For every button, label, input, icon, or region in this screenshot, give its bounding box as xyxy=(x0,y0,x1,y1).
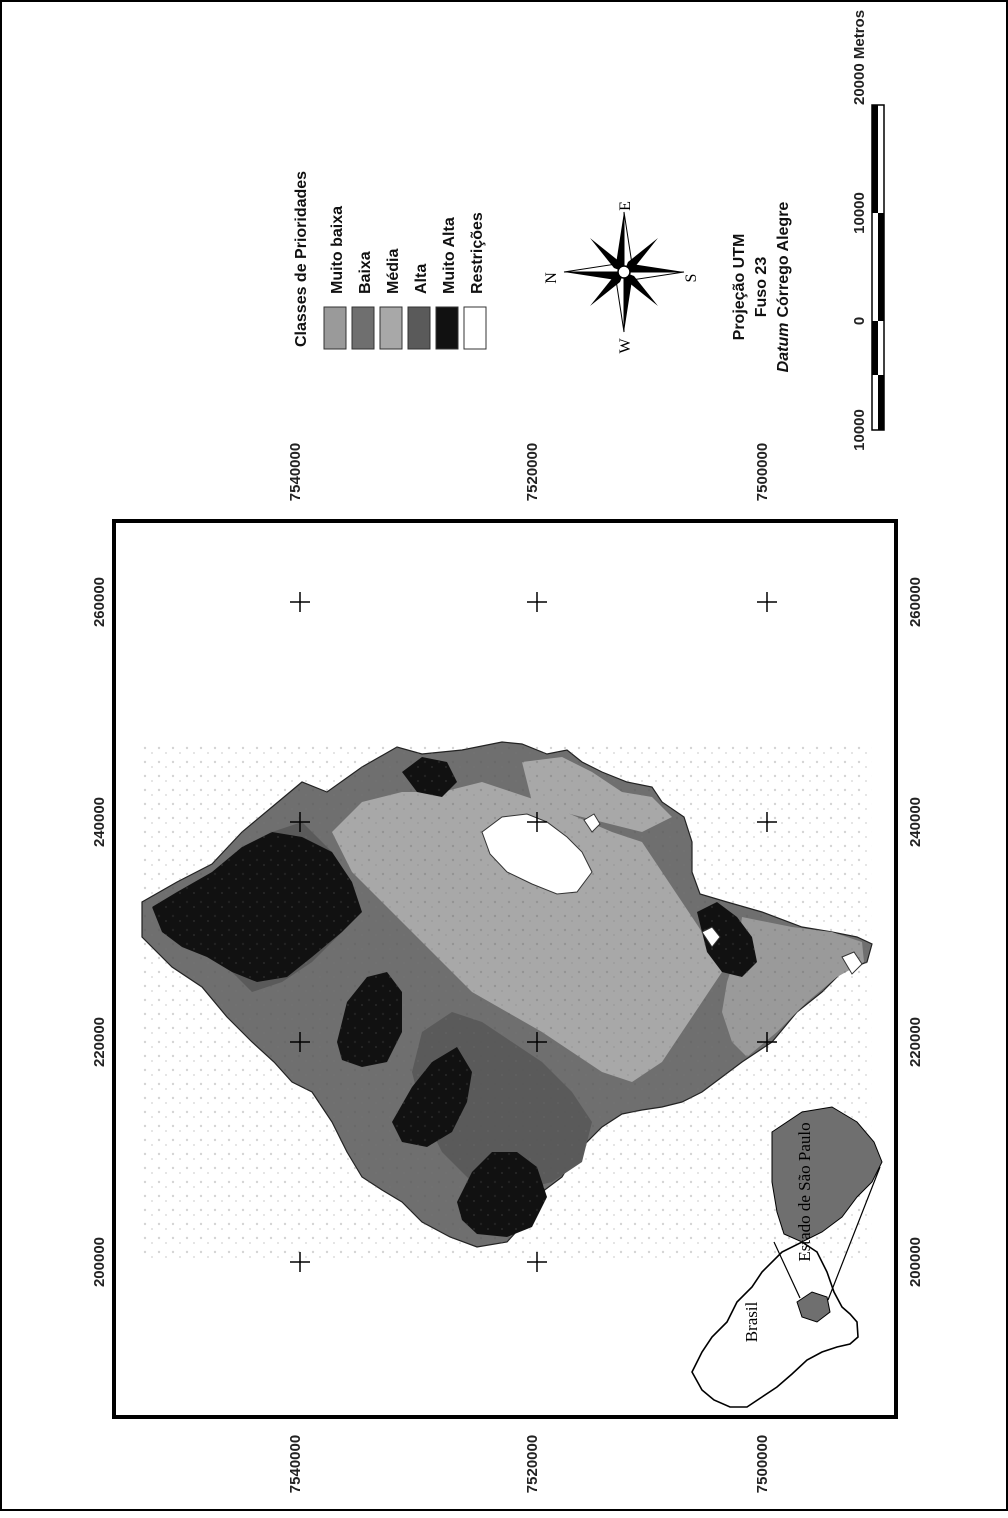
compass-n-label: N xyxy=(543,272,560,284)
northing-bottom-7540000: 7540000 xyxy=(287,1435,304,1493)
northing-ticks-bottom: 7540000 7520000 7500000 xyxy=(287,1435,771,1493)
easting-right-220000: 220000 xyxy=(907,1017,924,1067)
legend-swatch-restricoes xyxy=(463,306,487,350)
legend-label-restricoes: Restrições xyxy=(469,212,486,294)
grid-cross xyxy=(527,1032,547,1052)
legend-title: Classes de Prioridades xyxy=(293,171,310,347)
northing-bottom-7520000: 7520000 xyxy=(524,1435,541,1493)
legend-label-muito-baixa: Muito baixa xyxy=(329,206,346,294)
legend-item: Média xyxy=(379,249,403,350)
region-restricoes-small-1 xyxy=(701,926,721,948)
northing-top-7500000: 7500000 xyxy=(754,443,771,501)
legend-item: Restrições xyxy=(463,212,487,350)
inset-sao-paulo-state xyxy=(771,1106,883,1243)
scale-bar: 10000 0 10000 20000 Metros xyxy=(851,10,885,451)
legend: Classes de Prioridades Muito baixa Baixa… xyxy=(293,171,487,350)
study-area xyxy=(141,741,873,1262)
grid-cross xyxy=(290,812,310,832)
compass-e-label: E xyxy=(617,201,634,211)
compass-s-label: S xyxy=(683,274,700,283)
easting-left-240000: 240000 xyxy=(91,797,108,847)
datum-word: Datum xyxy=(775,323,792,373)
northing-top-7540000: 7540000 xyxy=(287,443,304,501)
scale-label-20000: 20000 Metros xyxy=(851,10,868,105)
scale-label-0: 0 xyxy=(851,317,868,325)
grid-cross xyxy=(290,592,310,612)
legend-item: Baixa xyxy=(351,251,375,350)
compass-rose: N S E W xyxy=(543,201,700,353)
easting-right-260000: 260000 xyxy=(907,577,924,627)
grid-cross xyxy=(290,1032,310,1052)
legend-item: Muito baixa xyxy=(323,206,347,350)
projection-line1: Projeção UTM xyxy=(731,234,748,341)
inset-zoom-line-1 xyxy=(773,1241,801,1299)
grid-cross xyxy=(757,1032,777,1052)
compass-star-icon xyxy=(563,211,685,333)
legend-swatch-muito-baixa xyxy=(323,306,347,350)
scale-label-10000-right: 10000 xyxy=(851,192,868,234)
grid-crosses xyxy=(290,592,777,1272)
grid-cross xyxy=(527,592,547,612)
region-restricoes xyxy=(481,813,593,895)
inset-brazil-outline xyxy=(691,1241,859,1408)
grid-cross xyxy=(527,812,547,832)
legend-item: Alta xyxy=(407,264,431,350)
northing-top-7520000: 7520000 xyxy=(524,443,541,501)
legend-swatch-baixa xyxy=(351,306,375,350)
easting-ticks-left: 200000 220000 240000 260000 xyxy=(91,577,108,1287)
northing-bottom-7500000: 7500000 xyxy=(754,1435,771,1493)
compass-w-label: W xyxy=(617,338,634,354)
legend-label-baixa: Baixa xyxy=(357,251,374,294)
inset-zoom-line-2 xyxy=(827,1166,881,1301)
projection-info: Projeção UTM Fuso 23 Datum Córrego Alegre xyxy=(731,202,792,373)
legend-item: Muito Alta xyxy=(435,217,459,350)
legend-label-media: Média xyxy=(385,249,402,294)
inset-country-label: Brasil xyxy=(742,1301,761,1342)
inset-map: Brasil Estado de São Paulo xyxy=(691,1106,883,1408)
easting-right-240000: 240000 xyxy=(907,797,924,847)
easting-right-200000: 200000 xyxy=(907,1237,924,1287)
easting-ticks-right: 200000 220000 240000 260000 xyxy=(907,577,924,1287)
grid-cross xyxy=(757,812,777,832)
legend-label-alta: Alta xyxy=(413,264,430,294)
legend-swatch-alta xyxy=(407,306,431,350)
projection-line3: Datum Córrego Alegre xyxy=(775,202,792,373)
inset-sp-in-brazil xyxy=(796,1291,831,1323)
northing-ticks-top: 7540000 7520000 7500000 xyxy=(287,443,771,501)
easting-left-260000: 260000 xyxy=(91,577,108,627)
scale-label-10000-left: 10000 xyxy=(851,409,868,451)
grid-cross xyxy=(527,1252,547,1272)
inset-state-label: Estado de São Paulo xyxy=(795,1122,814,1261)
legend-swatch-media xyxy=(379,306,403,350)
grid-cross xyxy=(757,592,777,612)
region-restricoes-small-2 xyxy=(583,813,601,833)
region-restricoes-small-3 xyxy=(841,951,863,975)
projection-line2: Fuso 23 xyxy=(753,257,770,318)
grid-cross xyxy=(290,1252,310,1272)
easting-left-220000: 220000 xyxy=(91,1017,108,1067)
easting-left-200000: 200000 xyxy=(91,1237,108,1287)
legend-swatch-muito-alta xyxy=(435,306,459,350)
legend-label-muito-alta: Muito Alta xyxy=(441,217,458,294)
datum-name: Córrego Alegre xyxy=(775,202,792,318)
